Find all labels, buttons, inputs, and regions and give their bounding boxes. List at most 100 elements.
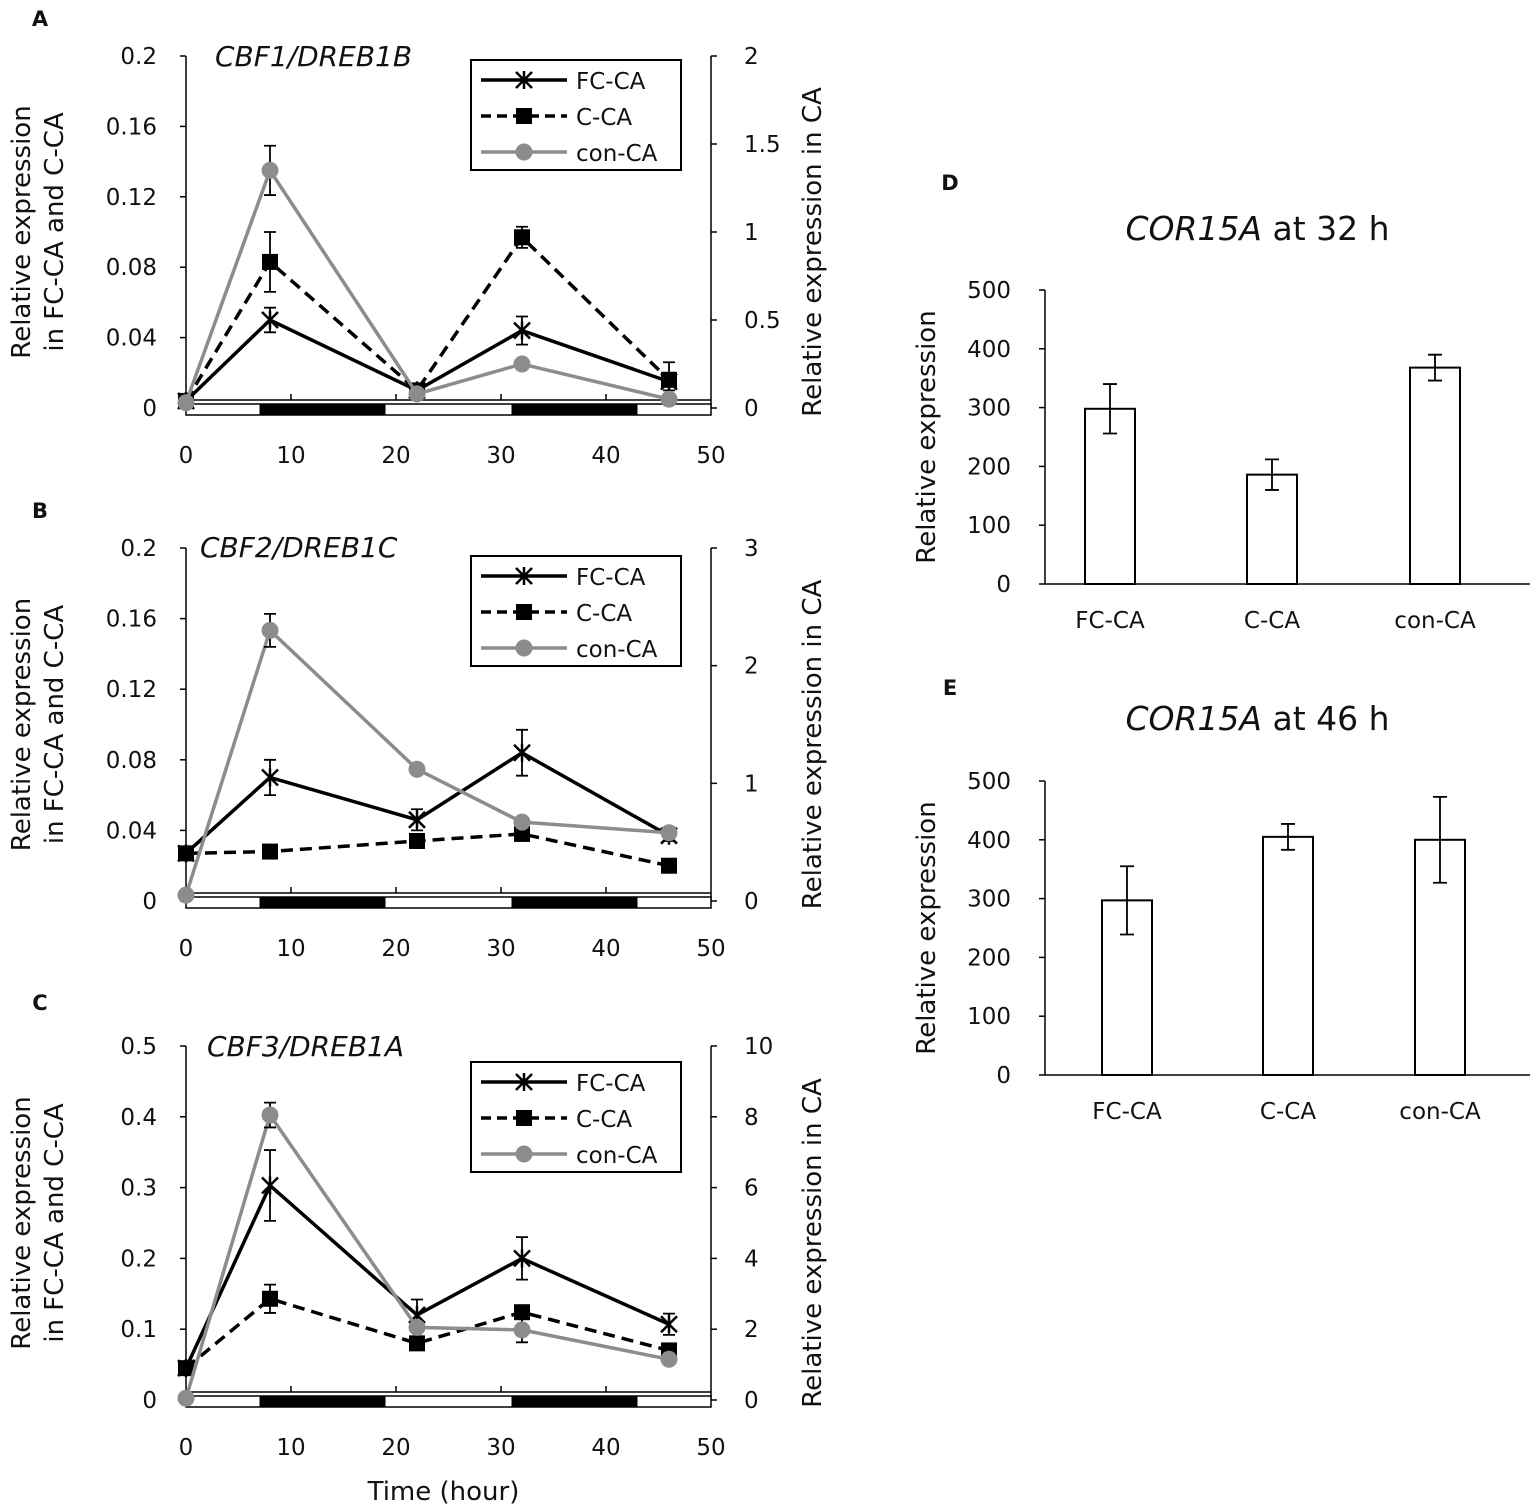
y-tick-label: 0.4 <box>120 1105 157 1131</box>
data-point <box>408 760 426 778</box>
x-tick-label: 50 <box>696 1435 725 1461</box>
error-bar <box>1433 795 1447 884</box>
y-axis-title: Relative expression <box>912 801 942 1054</box>
panel-label: A <box>32 7 49 31</box>
y-tick-label: 0.1 <box>120 1317 157 1343</box>
x-tick-label: 0 <box>179 443 194 469</box>
data-point <box>262 253 278 270</box>
panel-label: E <box>943 676 957 700</box>
legend: FC-CA C-CA con-CA <box>470 1061 682 1173</box>
y-tick-label: 0.2 <box>120 44 157 70</box>
y-tick-label: 0.2 <box>120 536 157 562</box>
panel-label: C <box>32 991 47 1015</box>
x-tick-label: 30 <box>486 936 515 962</box>
series-line <box>184 627 670 896</box>
y-axis-title: in FC-CA and C-CA <box>40 112 70 352</box>
legend-marker-icon <box>515 143 533 161</box>
y-tick-label: 0.04 <box>106 818 157 844</box>
dark-period-bar <box>259 404 386 415</box>
y-tick-label: 0 <box>142 396 157 422</box>
legend-marker-icon <box>516 1110 532 1126</box>
x-tick-label: 0 <box>179 936 194 962</box>
series-fc-ca <box>177 728 678 863</box>
x-axis-title: Time (hour) <box>367 1477 520 1507</box>
bar <box>1409 366 1461 585</box>
legend-label: C-CA <box>576 601 632 627</box>
x-tick-label: 10 <box>276 1435 305 1461</box>
data-point <box>514 229 530 246</box>
data-point <box>513 321 531 340</box>
data-point <box>513 813 531 831</box>
panel-e: E COR15A at 46 h 0 100 200 300 400 500 Relative … <box>912 676 1530 1125</box>
y2-tick-label: 3 <box>744 536 759 562</box>
y-tick-label: 500 <box>967 769 1011 795</box>
dark-period-bar <box>511 404 638 415</box>
chart-title-time: at 32 h <box>1262 209 1390 248</box>
series-fc-ca <box>177 1149 678 1378</box>
y2-tick-label: 0.5 <box>744 308 781 334</box>
x-tick-label: 20 <box>381 443 410 469</box>
y2-tick-label: 0 <box>744 889 759 915</box>
y-axis-title: in FC-CA and C-CA <box>40 1103 70 1343</box>
y-tick-label: 0.12 <box>106 677 157 703</box>
y2-tick-label: 1.5 <box>744 132 781 158</box>
y2-tick-label: 2 <box>744 654 759 680</box>
x-tick-label: 30 <box>486 1435 515 1461</box>
x-category-label: C-CA <box>1244 608 1300 634</box>
data-point <box>513 1321 531 1339</box>
legend-label: FC-CA <box>576 565 646 591</box>
y-tick-label: 100 <box>967 1004 1011 1030</box>
x-tick-label: 10 <box>276 936 305 962</box>
data-point <box>178 845 194 862</box>
data-point <box>409 832 425 849</box>
dark-period-bar <box>259 1396 386 1407</box>
y-tick-label: 200 <box>967 945 1011 971</box>
data-point <box>261 161 279 179</box>
y2-tick-label: 4 <box>744 1246 759 1272</box>
y-axis-title: Relative expression <box>7 105 37 358</box>
chart-title: COR15A at 32 h <box>1125 209 1389 248</box>
y-tick-label: 0 <box>142 889 157 915</box>
data-point <box>513 355 531 373</box>
panel-d: D COR15A at 32 h 0 100 200 300 400 500 Relative … <box>912 171 1530 634</box>
x-category-label: con-CA <box>1399 1099 1481 1125</box>
y-tick-label: 400 <box>967 828 1011 854</box>
chart-title: CBF1/DREB1B <box>215 40 412 73</box>
x-tick-label: 0 <box>179 1435 194 1461</box>
dark-period-bar <box>259 897 386 908</box>
y-axis-title: Relative expression <box>912 310 942 563</box>
legend-marker-icon <box>515 567 533 585</box>
x-tick-label: 40 <box>591 1435 620 1461</box>
y-tick-label: 500 <box>967 278 1011 304</box>
y-tick-label: 0 <box>142 1388 157 1414</box>
x-tick-label: 20 <box>381 936 410 962</box>
data-point <box>262 1290 278 1307</box>
data-point <box>660 1350 678 1368</box>
legend-marker-icon <box>515 71 533 89</box>
legend-label: FC-CA <box>576 69 646 95</box>
chart-title: CBF3/DREB1A <box>207 1030 404 1063</box>
chart-title-time: at 46 h <box>1262 699 1390 738</box>
y-tick-label: 0.08 <box>106 748 157 774</box>
series-line <box>184 750 670 855</box>
y2-axis-title: Relative expression in CA <box>798 87 828 417</box>
dark-period-bar <box>511 1396 638 1407</box>
legend-label: C-CA <box>576 105 632 131</box>
error-bar <box>1281 823 1295 851</box>
series-line <box>184 166 670 404</box>
error-bar <box>1120 865 1134 936</box>
series-con-ca <box>177 1101 678 1407</box>
data-point <box>513 743 531 762</box>
y-tick-label: 300 <box>967 887 1011 913</box>
y2-tick-label: 6 <box>744 1176 759 1202</box>
y-tick-label: 0 <box>996 572 1011 598</box>
legend-label: con-CA <box>576 141 658 167</box>
chart-title-gene: COR15A <box>1125 699 1262 738</box>
data-point <box>660 824 678 842</box>
data-point <box>408 810 426 829</box>
y-tick-label: 0.3 <box>120 1176 157 1202</box>
error-bar <box>1428 353 1442 382</box>
x-category-label: FC-CA <box>1092 1099 1162 1125</box>
y-tick-label: 400 <box>967 337 1011 363</box>
